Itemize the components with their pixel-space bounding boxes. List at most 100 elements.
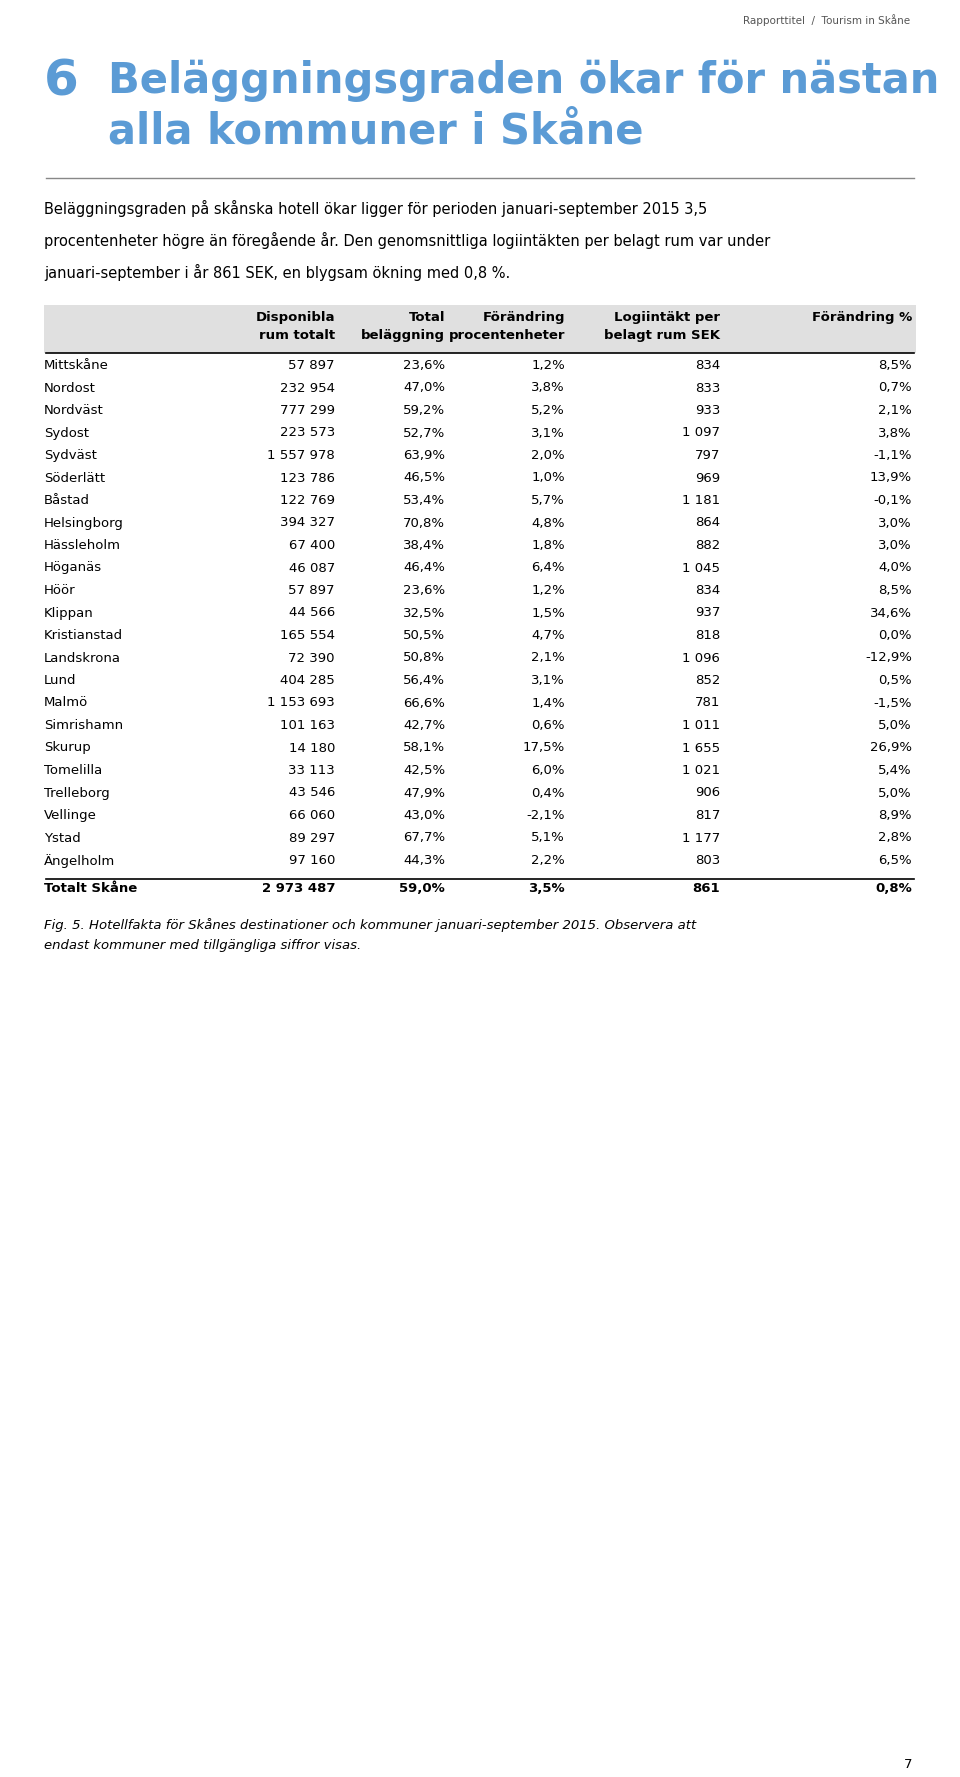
Text: 797: 797 (695, 450, 720, 462)
Text: 165 554: 165 554 (280, 629, 335, 641)
Text: Kristianstad: Kristianstad (44, 629, 123, 641)
Text: 70,8%: 70,8% (403, 517, 445, 530)
Text: 44 566: 44 566 (289, 606, 335, 620)
Text: 8,5%: 8,5% (878, 585, 912, 597)
Text: Förändring %: Förändring % (812, 311, 912, 323)
Text: Helsingborg: Helsingborg (44, 517, 124, 530)
Text: -12,9%: -12,9% (865, 652, 912, 665)
Text: 1,4%: 1,4% (532, 697, 565, 709)
Text: Trelleborg: Trelleborg (44, 787, 109, 800)
Text: Total: Total (409, 311, 445, 323)
Text: Fig. 5. Hotellfakta för Skånes destinationer och kommuner januari-september 2015: Fig. 5. Hotellfakta för Skånes destinati… (44, 919, 696, 933)
Text: Klippan: Klippan (44, 606, 94, 620)
Text: 0,7%: 0,7% (878, 382, 912, 394)
Text: Malmö: Malmö (44, 697, 88, 709)
Text: 1,8%: 1,8% (532, 538, 565, 553)
Text: 223 573: 223 573 (279, 426, 335, 439)
Text: 5,7%: 5,7% (531, 494, 565, 506)
Text: 882: 882 (695, 538, 720, 553)
Text: 38,4%: 38,4% (403, 538, 445, 553)
Text: 2,8%: 2,8% (878, 832, 912, 844)
Text: 89 297: 89 297 (289, 832, 335, 844)
Text: Logiintäkt per: Logiintäkt per (614, 311, 720, 323)
Text: 17,5%: 17,5% (523, 741, 565, 755)
FancyBboxPatch shape (44, 306, 916, 354)
Text: 5,2%: 5,2% (531, 403, 565, 418)
Text: 6: 6 (44, 59, 79, 107)
Text: -1,1%: -1,1% (874, 450, 912, 462)
Text: 50,5%: 50,5% (403, 629, 445, 641)
Text: Förändring: Förändring (483, 311, 565, 323)
Text: 42,7%: 42,7% (403, 720, 445, 732)
Text: endast kommuner med tillgängliga siffror visas.: endast kommuner med tillgängliga siffror… (44, 938, 361, 951)
Text: 1 655: 1 655 (682, 741, 720, 755)
Text: 101 163: 101 163 (280, 720, 335, 732)
Text: 7: 7 (903, 1757, 912, 1772)
Text: Beläggningsgraden på skånska hotell ökar ligger för perioden januari-september 2: Beläggningsgraden på skånska hotell ökar… (44, 201, 708, 217)
Text: 59,2%: 59,2% (403, 403, 445, 418)
Text: 3,1%: 3,1% (531, 426, 565, 439)
Text: 5,4%: 5,4% (878, 764, 912, 777)
Text: rum totalt: rum totalt (259, 329, 335, 341)
Text: alla kommuner i Skåne: alla kommuner i Skåne (108, 110, 643, 153)
Text: 59,0%: 59,0% (399, 883, 445, 896)
Text: Beläggningsgraden ökar för nästan: Beläggningsgraden ökar för nästan (108, 60, 940, 103)
Text: 50,8%: 50,8% (403, 652, 445, 665)
Text: Sydost: Sydost (44, 426, 89, 439)
Text: 72 390: 72 390 (289, 652, 335, 665)
Text: 2,0%: 2,0% (532, 450, 565, 462)
Text: 46,5%: 46,5% (403, 471, 445, 485)
Text: 44,3%: 44,3% (403, 855, 445, 867)
Text: 67,7%: 67,7% (403, 832, 445, 844)
Text: 1 011: 1 011 (682, 720, 720, 732)
Text: 2,1%: 2,1% (531, 652, 565, 665)
Text: -2,1%: -2,1% (526, 809, 565, 823)
Text: 803: 803 (695, 855, 720, 867)
Text: 43 546: 43 546 (289, 787, 335, 800)
Text: Mittskåne: Mittskåne (44, 359, 108, 371)
Text: 46,4%: 46,4% (403, 562, 445, 574)
Text: 933: 933 (695, 403, 720, 418)
Text: Båstad: Båstad (44, 494, 90, 506)
Text: Nordost: Nordost (44, 382, 96, 394)
Text: 3,8%: 3,8% (532, 382, 565, 394)
Text: 47,0%: 47,0% (403, 382, 445, 394)
Text: 817: 817 (695, 809, 720, 823)
Text: 818: 818 (695, 629, 720, 641)
Text: 3,0%: 3,0% (878, 517, 912, 530)
Text: 23,6%: 23,6% (403, 585, 445, 597)
Text: 1 021: 1 021 (682, 764, 720, 777)
Text: 53,4%: 53,4% (403, 494, 445, 506)
Text: procentenheter högre än föregående år. Den genomsnittliga logiintäkten per belag: procentenheter högre än föregående år. D… (44, 233, 770, 249)
Text: 1,5%: 1,5% (531, 606, 565, 620)
Text: 969: 969 (695, 471, 720, 485)
Text: 5,0%: 5,0% (878, 787, 912, 800)
Text: 1 181: 1 181 (682, 494, 720, 506)
Text: 0,6%: 0,6% (532, 720, 565, 732)
Text: 0,0%: 0,0% (878, 629, 912, 641)
Text: 14 180: 14 180 (289, 741, 335, 755)
Text: 3,1%: 3,1% (531, 673, 565, 688)
Text: 43,0%: 43,0% (403, 809, 445, 823)
Text: 906: 906 (695, 787, 720, 800)
Text: 833: 833 (695, 382, 720, 394)
Text: 1 096: 1 096 (683, 652, 720, 665)
Text: Söderlätt: Söderlätt (44, 471, 106, 485)
Text: Totalt Skåne: Totalt Skåne (44, 883, 137, 896)
Text: 404 285: 404 285 (280, 673, 335, 688)
Text: 66 060: 66 060 (289, 809, 335, 823)
Text: Disponibla: Disponibla (255, 311, 335, 323)
Text: 52,7%: 52,7% (403, 426, 445, 439)
Text: 33 113: 33 113 (288, 764, 335, 777)
Text: 5,1%: 5,1% (531, 832, 565, 844)
Text: 46 087: 46 087 (289, 562, 335, 574)
Text: Vellinge: Vellinge (44, 809, 97, 823)
Text: januari-september i år 861 SEK, en blygsam ökning med 0,8 %.: januari-september i år 861 SEK, en blygs… (44, 265, 511, 281)
Text: 834: 834 (695, 585, 720, 597)
Text: 3,8%: 3,8% (878, 426, 912, 439)
Text: 34,6%: 34,6% (870, 606, 912, 620)
Text: 1,2%: 1,2% (531, 359, 565, 371)
Text: 47,9%: 47,9% (403, 787, 445, 800)
Text: Höganäs: Höganäs (44, 562, 102, 574)
Text: 122 769: 122 769 (280, 494, 335, 506)
